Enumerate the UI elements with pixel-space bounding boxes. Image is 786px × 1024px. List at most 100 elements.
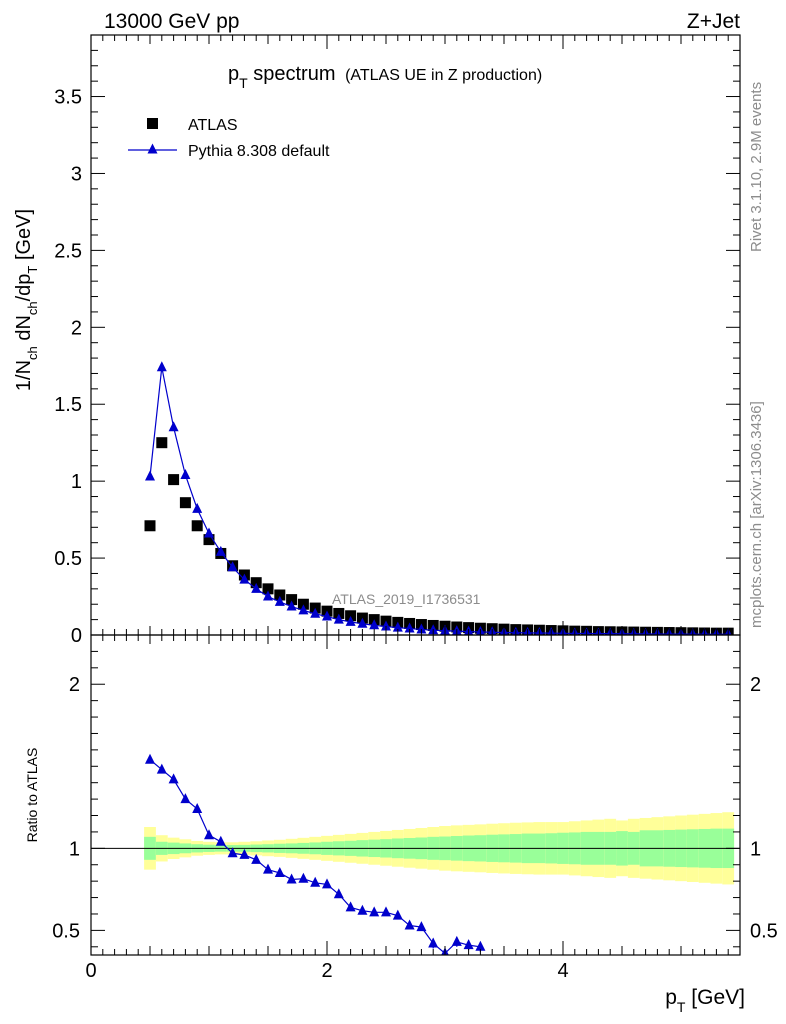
pythia-point	[204, 527, 214, 538]
pythia-point	[322, 610, 332, 621]
ratio-y-tick-label-left: 1	[69, 838, 80, 860]
x-tick-label: 0	[85, 960, 96, 982]
xlabel-p2: [GeV]	[685, 986, 745, 1009]
y-tick-label-main: 1.5	[54, 394, 82, 416]
ratio-point	[286, 873, 297, 884]
ratio-point	[204, 829, 214, 840]
ratio-plot-series	[145, 753, 486, 955]
ylabel-p0: 1/N	[13, 360, 35, 391]
ratio-plot-frame	[90, 634, 741, 956]
title-p: p	[228, 63, 239, 85]
x-tick-label: 4	[557, 960, 568, 982]
ylabel-p1: ch	[25, 346, 40, 360]
y-tick-label-main: 2	[71, 317, 82, 339]
ratio-point	[475, 940, 486, 951]
pythia-point	[192, 502, 203, 513]
pythia-point	[369, 619, 380, 630]
ratio-y-tick-label-left: 2	[69, 674, 80, 696]
ratio-point	[416, 921, 427, 932]
y-axis-label-ratio: Ratio to ATLAS	[24, 748, 40, 843]
ratio-point	[333, 888, 344, 899]
pythia-point	[404, 622, 415, 633]
ratio-point	[357, 904, 368, 915]
pythia-point	[274, 595, 285, 606]
ylabel-p6: [GeV]	[13, 209, 35, 266]
title-sub: T	[239, 75, 248, 91]
ratio-point	[239, 848, 250, 859]
y-tick-label-main: 1	[71, 471, 82, 493]
ratio-point	[345, 901, 356, 912]
side-label-rivet: Rivet 3.1.10, 2.9M events	[748, 82, 765, 252]
ratio-point	[263, 863, 273, 874]
tick-labels: 0 2 400.511.522.533.50.5 0.51 12 2	[52, 87, 778, 982]
pythia-point	[381, 620, 391, 631]
pythia-point	[227, 561, 238, 572]
xlabel-p0: p	[665, 986, 677, 1009]
pythia-point	[180, 469, 191, 479]
y-tick-label-main: 0	[71, 625, 82, 647]
header-left: 13000 GeV pp	[104, 10, 239, 33]
xlabel-p1: T	[677, 999, 686, 1015]
x-tick-label: 2	[321, 960, 332, 982]
ratio-point	[310, 876, 321, 887]
atlas-point	[156, 437, 168, 449]
ylabel-p4: /dp	[13, 274, 35, 302]
ratio-point	[274, 866, 285, 877]
ylabel-p2: dN	[13, 315, 35, 346]
ylabel-p5: T	[25, 266, 40, 274]
atlas-point	[274, 589, 286, 601]
ratio-y-tick-label-right: 2	[750, 674, 761, 696]
ratio-point	[251, 853, 262, 864]
pythia-point	[357, 617, 368, 628]
legend-marker-pythia	[147, 143, 158, 154]
ratio-point	[156, 763, 167, 774]
header-right: Z+Jet	[687, 10, 740, 33]
pythia-point	[416, 623, 427, 634]
ratio-y-tick-label-right: 0.5	[750, 920, 778, 942]
pythia-point	[392, 621, 403, 632]
ratio-point	[381, 906, 391, 917]
y-tick-label-main: 0.5	[54, 548, 82, 570]
ratio-point	[192, 802, 203, 813]
side-label-mcplots: mcplots.cern.ch [arXiv:1306.3436]	[748, 401, 765, 628]
ratio-point	[215, 835, 226, 846]
atlas-point	[297, 598, 309, 610]
ratio-point	[227, 847, 238, 858]
x-axis-label: pT [GeV]	[665, 986, 745, 1015]
plot-title: pT spectrum (ATLAS UE in Z production)	[228, 63, 542, 91]
atlas-point	[286, 594, 298, 606]
pythia-point	[239, 573, 250, 584]
ratio-point	[298, 872, 309, 883]
legend-label-pythia: Pythia 8.308 default	[188, 143, 330, 160]
pythia-point	[251, 582, 262, 593]
ratio-y-tick-label-left: 0.5	[52, 920, 80, 942]
ratio-point	[322, 878, 332, 889]
pythia-point	[333, 613, 344, 624]
ratio-point	[404, 919, 415, 930]
y-tick-label-main: 3	[71, 163, 82, 185]
ratio-point	[180, 793, 191, 804]
atlas-point	[333, 607, 345, 619]
pythia-point	[286, 600, 297, 611]
pythia-point	[168, 421, 179, 432]
atlas-point	[144, 520, 156, 532]
ratio-y-tick-label-right: 1	[750, 838, 761, 860]
pythia-point	[156, 361, 167, 372]
y-tick-label-main: 2.5	[54, 240, 82, 262]
pythia-point	[263, 590, 273, 601]
legend: ATLAS Pythia 8.308 default	[128, 117, 330, 160]
ratio-point	[145, 753, 155, 764]
axes	[90, 34, 741, 956]
atlas-point	[345, 610, 357, 622]
ratio-point	[369, 906, 380, 917]
ylabel-p3: ch	[25, 301, 40, 315]
pythia-point	[145, 470, 155, 481]
atlas-point	[191, 520, 203, 532]
ratio-point	[428, 937, 439, 948]
legend-label-atlas: ATLAS	[188, 117, 238, 134]
atlas-point	[179, 497, 191, 509]
atlas-point	[262, 583, 274, 595]
ratio-point	[463, 939, 474, 950]
pythia-point	[345, 615, 356, 626]
title-paren: (ATLAS UE in Z production)	[345, 67, 542, 84]
